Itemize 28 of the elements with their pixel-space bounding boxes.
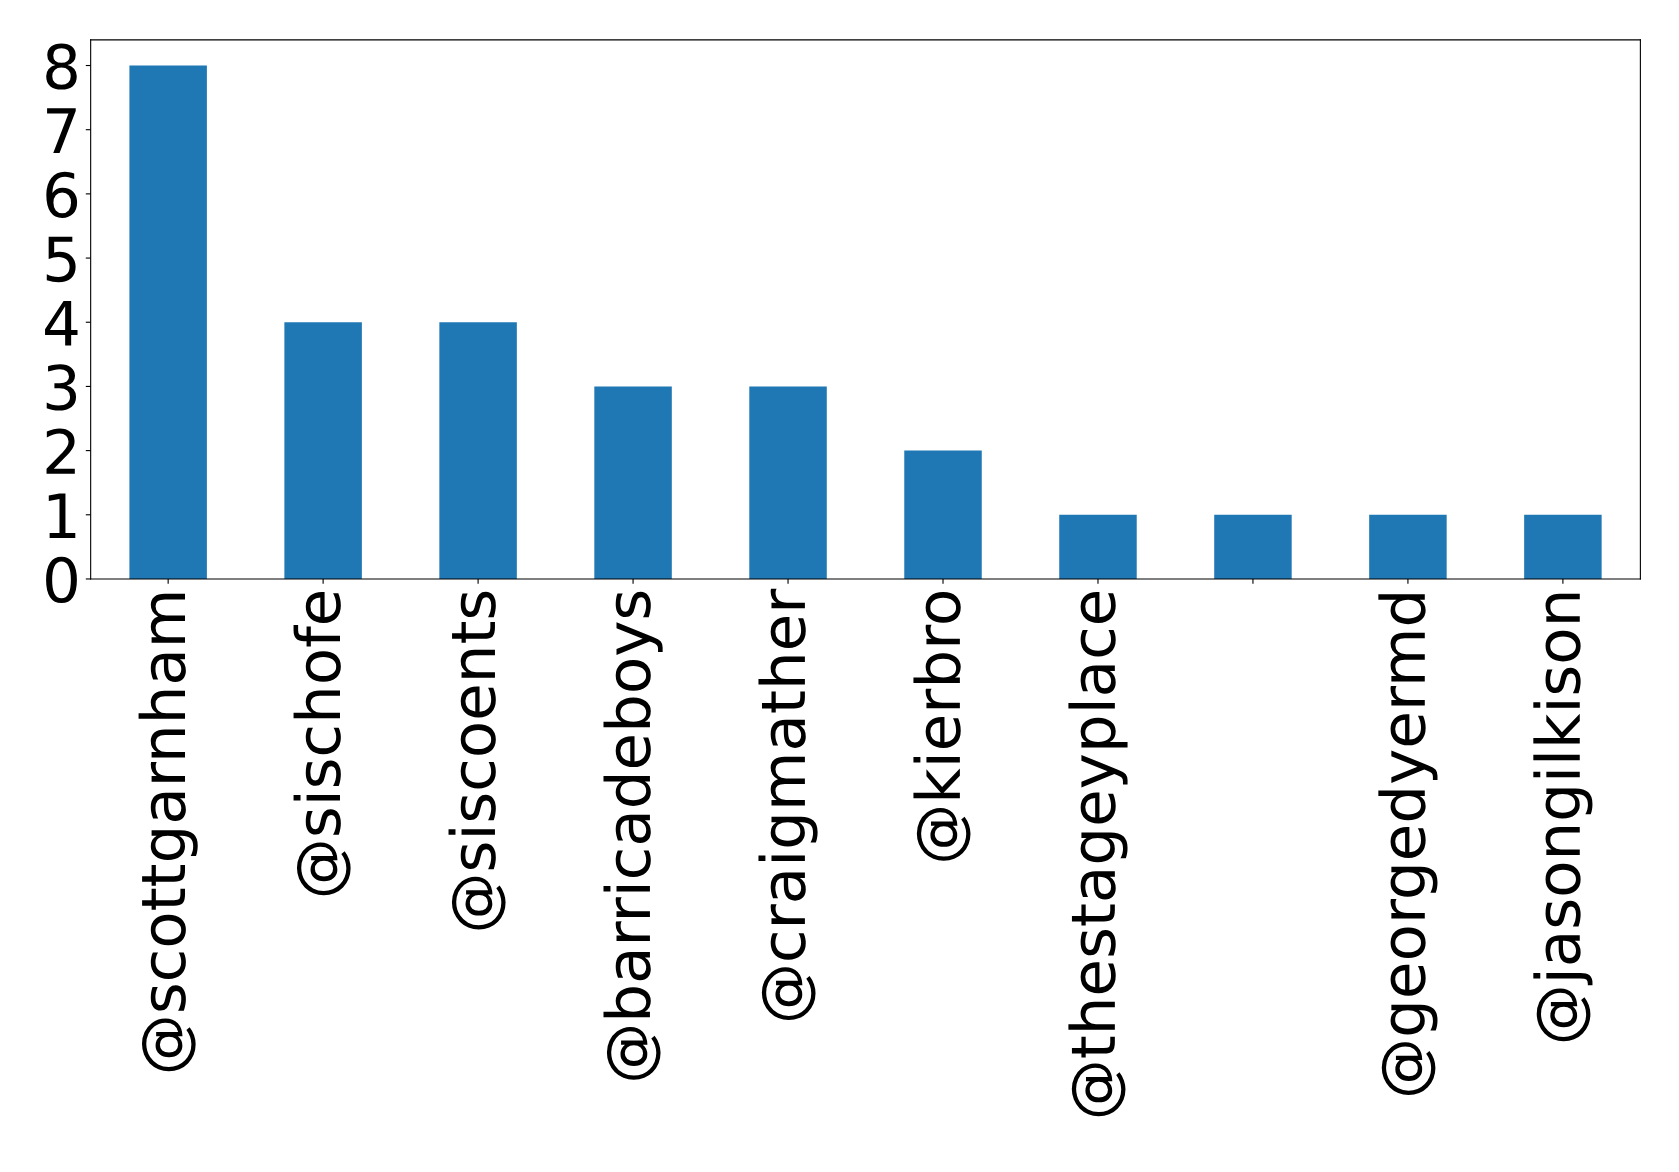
x-tick-label: @barricadeboys <box>603 591 663 1080</box>
bar <box>439 322 517 579</box>
y-tick-label: 3 <box>46 364 77 411</box>
x-tick-label: @siscoents <box>448 591 506 930</box>
y-tick-label: 4 <box>45 300 78 346</box>
bar <box>1059 514 1137 579</box>
y-tick-label: 0 <box>46 556 77 604</box>
x-tick-label: @sischofe <box>293 591 351 896</box>
y-tick-label: 6 <box>46 171 78 218</box>
x-tick-label: @jasongilkison <box>1533 593 1593 1042</box>
bar <box>594 386 672 579</box>
x-tick-label: @georgedyermd <box>1378 594 1438 1095</box>
bar <box>1524 514 1602 579</box>
y-tick-label: 7 <box>47 108 76 153</box>
y-tick-label: 8 <box>46 43 77 90</box>
x-tick-label: @kierbro <box>913 592 971 861</box>
x-tick-label: @thestageyplace <box>1068 591 1128 1117</box>
x-tick-label: @scottgarnham <box>138 593 198 1072</box>
y-tick-label: 2 <box>46 428 75 474</box>
bar <box>1369 514 1447 579</box>
x-tick-label: @craigmather <box>758 588 818 1021</box>
bar <box>1214 514 1292 579</box>
bar <box>904 450 982 579</box>
bar <box>129 65 207 579</box>
y-tick-label: 1 <box>48 493 76 538</box>
bar <box>749 386 827 579</box>
bar <box>284 322 362 579</box>
y-tick-label: 5 <box>46 236 76 283</box>
